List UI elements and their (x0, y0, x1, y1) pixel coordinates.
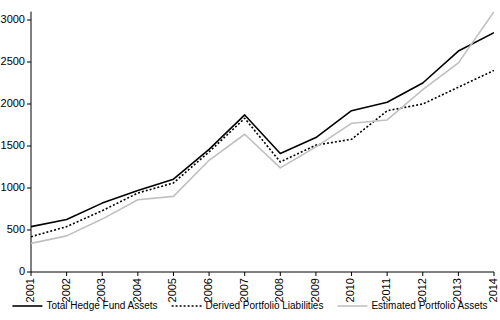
x-tick (66, 272, 67, 276)
legend-label: Total Hedge Fund Assets (46, 300, 157, 311)
y-tick (27, 230, 31, 231)
x-tick (494, 272, 495, 276)
x-tick-label: 2005 (166, 278, 178, 302)
chart: 0500100015002000250030002001200220032004… (0, 0, 500, 320)
x-tick (315, 272, 316, 276)
legend-label: Estimated Portfolio Assets (371, 300, 487, 311)
x-tick (137, 272, 138, 276)
y-tick (27, 272, 31, 273)
x-tick (173, 272, 174, 276)
legend-swatch (337, 305, 367, 307)
y-tick (27, 188, 31, 189)
y-tick-label: 1000 (1, 181, 25, 193)
y-tick-label: 1500 (1, 139, 25, 151)
x-tick (244, 272, 245, 276)
legend-swatch (12, 305, 42, 307)
y-tick-label: 500 (7, 223, 25, 235)
series-line (31, 12, 494, 244)
x-tick-label: 2014 (487, 278, 499, 302)
x-tick (387, 272, 388, 276)
y-tick (27, 146, 31, 147)
x-tick (102, 272, 103, 276)
x-tick (458, 272, 459, 276)
x-tick (31, 272, 32, 276)
y-tick-label: 2500 (1, 55, 25, 67)
y-axis (31, 12, 32, 272)
y-tick (27, 104, 31, 105)
y-tick-label: 2000 (1, 97, 25, 109)
x-tick (209, 272, 210, 276)
legend-label: Derived Portfolio Liabilities (206, 300, 324, 311)
y-tick-label: 3000 (1, 13, 25, 25)
series-line (31, 70, 494, 236)
series-line (31, 33, 494, 227)
x-tick (422, 272, 423, 276)
x-tick (351, 272, 352, 276)
x-tick-label: 2011 (380, 278, 392, 302)
y-tick (27, 20, 31, 21)
x-tick-label: 2001 (24, 278, 36, 302)
y-tick (27, 62, 31, 63)
x-axis (31, 272, 494, 273)
legend: Total Hedge Fund Assets Derived Portfolio… (12, 300, 487, 311)
x-tick (280, 272, 281, 276)
x-tick-label: 2010 (344, 278, 356, 302)
plot-lines (31, 12, 494, 244)
y-tick-label: 0 (19, 265, 25, 277)
legend-swatch (172, 305, 202, 307)
